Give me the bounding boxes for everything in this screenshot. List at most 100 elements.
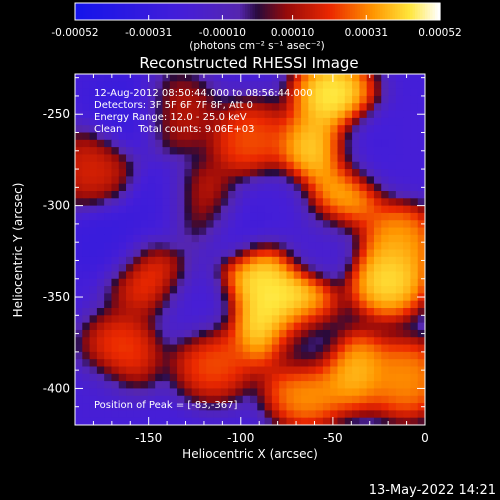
colorbar-cell [415, 3, 419, 20]
heatmap-cell [286, 132, 295, 141]
heatmap-cell [235, 220, 244, 229]
heatmap-cell [155, 227, 163, 236]
heatmap-cell [220, 147, 229, 155]
heatmap-cell [337, 344, 346, 353]
heatmap-cell [228, 256, 236, 265]
heatmap-cell [96, 286, 105, 294]
heatmap-cell [293, 329, 302, 338]
heatmap-cell [257, 169, 266, 177]
heatmap-cell [381, 147, 390, 155]
colorbar-cell [247, 3, 251, 20]
heatmap-cell [417, 81, 425, 90]
heatmap-cell [330, 110, 338, 119]
heatmap-cell [257, 395, 266, 404]
heatmap-cell [279, 242, 287, 250]
heatmap-cell [410, 191, 419, 199]
heatmap-cell [206, 176, 215, 185]
heatmap-cell [155, 344, 163, 353]
heatmap-cell [337, 264, 346, 272]
heatmap-cell [264, 117, 273, 126]
heatmap-cell [177, 403, 185, 411]
heatmap-cell [257, 322, 266, 331]
heatmap-cell [352, 403, 360, 411]
heatmap-cell [359, 95, 368, 104]
heatmap-cell [308, 315, 317, 324]
heatmap-cell [140, 315, 149, 324]
heatmap-cell [177, 154, 185, 163]
heatmap-cell [169, 271, 178, 280]
heatmap-cell [417, 198, 425, 207]
heatmap-cell [308, 147, 317, 155]
heatmap-cell [330, 322, 338, 331]
heatmap-cell [308, 329, 317, 338]
heatmap-cell [104, 329, 112, 338]
heatmap-cell [155, 264, 163, 272]
heatmap-cell [257, 300, 266, 309]
heatmap-cell [352, 381, 360, 389]
heatmap-cell [133, 395, 142, 404]
heatmap-cell [104, 139, 112, 148]
heatmap-cell [301, 88, 309, 97]
heatmap-cell [242, 256, 251, 265]
heatmap-cell [250, 351, 258, 360]
heatmap-cell [257, 110, 266, 119]
heatmap-cell [403, 322, 411, 331]
heatmap-cell [242, 366, 251, 375]
heatmap-cell [162, 329, 171, 338]
heatmap-cell [271, 388, 280, 397]
heatmap-cell [191, 81, 200, 90]
heatmap-cell [191, 271, 200, 280]
heatmap-cell [206, 132, 215, 141]
colorbar-cell [340, 3, 344, 20]
heatmap-cell [242, 300, 251, 309]
heatmap-cell [147, 154, 156, 163]
heatmap-cell [228, 410, 236, 419]
heatmap-cell [96, 329, 105, 338]
heatmap-cell [198, 154, 207, 163]
heatmap-cell [264, 183, 273, 192]
heatmap-cell [359, 373, 368, 382]
heatmap-cell [213, 198, 222, 207]
colorbar-cell [365, 3, 369, 20]
heatmap-cell [140, 169, 149, 177]
heatmap-cell [228, 103, 236, 112]
heatmap-cell [308, 278, 317, 287]
heatmap-cell [118, 395, 127, 404]
heatmap-cell [133, 381, 142, 389]
heatmap-cell [264, 132, 273, 141]
heatmap-cell [206, 410, 215, 419]
heatmap-cell [235, 264, 244, 272]
heatmap-cell [315, 388, 324, 397]
heatmap-cell [279, 212, 287, 221]
heatmap-cell [198, 117, 207, 126]
heatmap-cell [410, 329, 419, 338]
heatmap-cell [293, 103, 302, 112]
heatmap-cell [220, 169, 229, 177]
heatmap-cell [352, 234, 360, 243]
colorbar-cell [177, 3, 181, 20]
heatmap-cell [228, 337, 236, 346]
heatmap-cell [242, 395, 251, 404]
heatmap-cell [344, 271, 353, 280]
colorbar-cell [410, 3, 414, 20]
heatmap-cell [366, 191, 375, 199]
heatmap-cell [126, 212, 134, 221]
heatmap-cell [337, 388, 346, 397]
heatmap-cell [169, 344, 178, 353]
heatmap-cell [191, 125, 200, 133]
heatmap-cell [89, 344, 98, 353]
heatmap-cell [301, 249, 309, 258]
heatmap-cell [250, 308, 258, 316]
heatmap-cell [417, 351, 425, 360]
heatmap-cell [169, 95, 178, 104]
heatmap-cell [330, 81, 338, 90]
colorbar-cell [120, 3, 124, 20]
colorbar-cell [287, 3, 291, 20]
heatmap-cell [118, 88, 127, 97]
heatmap-cell [82, 381, 91, 389]
heatmap-cell [359, 81, 368, 90]
heatmap-cell [388, 234, 397, 243]
heatmap-cell [315, 417, 324, 425]
heatmap-cell [104, 198, 112, 207]
heatmap-cell [410, 205, 419, 214]
